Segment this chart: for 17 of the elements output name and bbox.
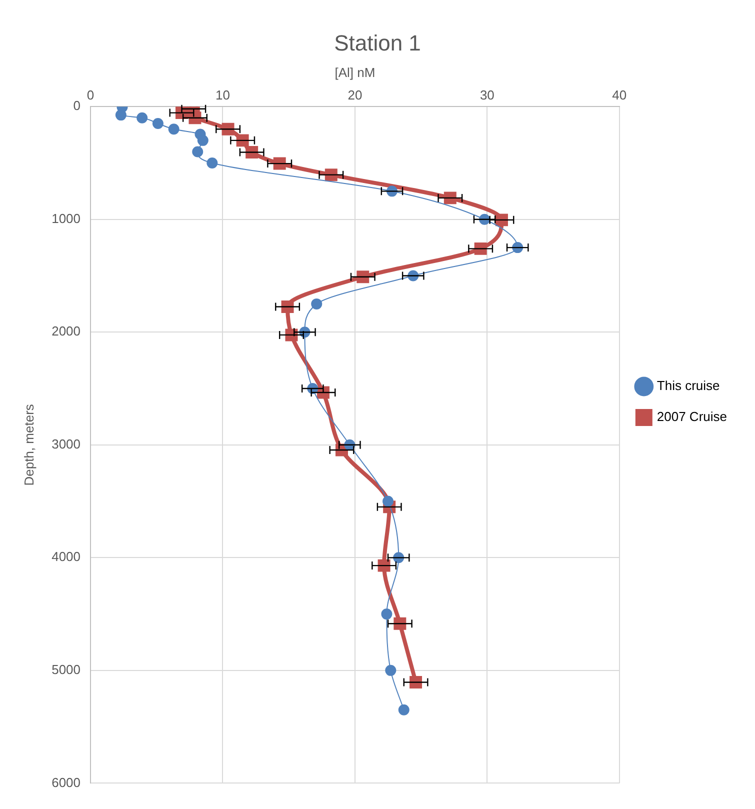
x-axis-title: [Al] nM (334, 64, 376, 80)
y-tick-label: 5000 (52, 662, 81, 678)
y-tick-label: 2000 (52, 324, 81, 339)
x-tick-label: 10 (216, 87, 230, 102)
y-tick-label: 1000 (52, 210, 81, 226)
x-tick-label: 40 (612, 87, 627, 102)
legend-label: This cruise (656, 378, 720, 394)
chart-title: Station 1 (334, 30, 421, 56)
y-tick-label: 4000 (52, 549, 81, 564)
y-tick-label: 3000 (52, 436, 81, 452)
x-tick-label: 20 (348, 87, 362, 102)
y-axis-title: Depth, meters (21, 404, 36, 486)
legend-label: 2007 Cruise (656, 409, 728, 424)
y-tick-label: 0 (73, 98, 81, 114)
x-tick-label: 0 (86, 87, 94, 102)
x-tick-label: 30 (480, 87, 494, 102)
y-tick-label: 6000 (52, 774, 81, 790)
